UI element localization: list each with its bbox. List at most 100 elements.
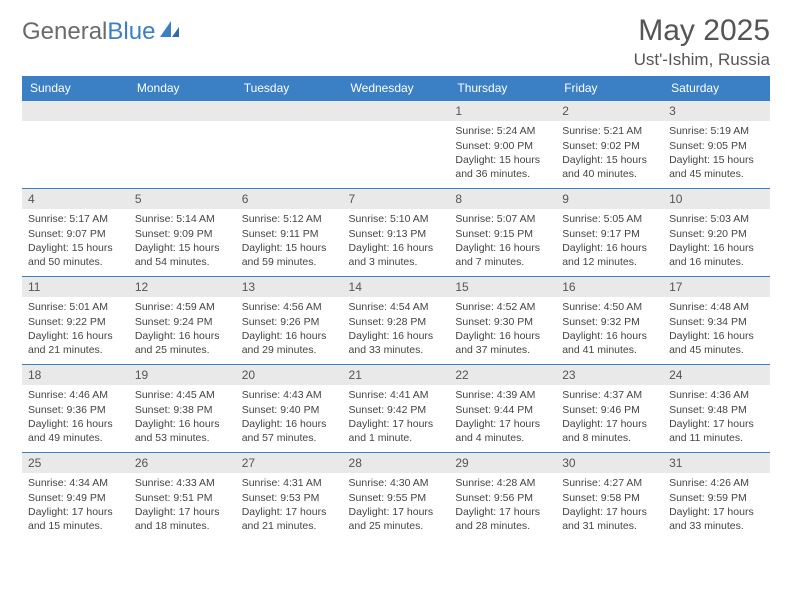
sunrise-line: Sunrise: 4:54 AM <box>349 300 444 314</box>
sunrise-line: Sunrise: 4:41 AM <box>349 388 444 402</box>
sunset-line: Sunset: 9:46 PM <box>562 403 657 417</box>
day-number-band: 24 <box>663 365 770 385</box>
sunrise-line: Sunrise: 4:36 AM <box>669 388 764 402</box>
calendar-body: 1Sunrise: 5:24 AMSunset: 9:00 PMDaylight… <box>22 101 770 541</box>
day-number-band: 25 <box>22 453 129 473</box>
day-number-band: 16 <box>556 277 663 297</box>
daylight-line: Daylight: 17 hours and 31 minutes. <box>562 505 657 533</box>
sunrise-line: Sunrise: 4:30 AM <box>349 476 444 490</box>
daylight-line: Daylight: 15 hours and 59 minutes. <box>242 241 337 269</box>
day-details: Sunrise: 4:50 AMSunset: 9:32 PMDaylight:… <box>556 297 663 361</box>
daylight-line: Daylight: 16 hours and 3 minutes. <box>349 241 444 269</box>
daylight-line: Daylight: 16 hours and 37 minutes. <box>455 329 550 357</box>
sunset-line: Sunset: 9:49 PM <box>28 491 123 505</box>
calendar-day-cell: 27Sunrise: 4:31 AMSunset: 9:53 PMDayligh… <box>236 453 343 541</box>
calendar-day-cell: 28Sunrise: 4:30 AMSunset: 9:55 PMDayligh… <box>343 453 450 541</box>
sunrise-line: Sunrise: 4:39 AM <box>455 388 550 402</box>
calendar-day-cell: 9Sunrise: 5:05 AMSunset: 9:17 PMDaylight… <box>556 189 663 277</box>
day-number-band: 20 <box>236 365 343 385</box>
calendar-week-row: 1Sunrise: 5:24 AMSunset: 9:00 PMDaylight… <box>22 101 770 189</box>
day-details: Sunrise: 4:59 AMSunset: 9:24 PMDaylight:… <box>129 297 236 361</box>
calendar-day-cell: 21Sunrise: 4:41 AMSunset: 9:42 PMDayligh… <box>343 365 450 453</box>
day-number-band: 7 <box>343 189 450 209</box>
sunset-line: Sunset: 9:48 PM <box>669 403 764 417</box>
sunrise-line: Sunrise: 4:50 AM <box>562 300 657 314</box>
logo-text-blue: Blue <box>107 18 155 46</box>
sunset-line: Sunset: 9:30 PM <box>455 315 550 329</box>
day-details: Sunrise: 5:03 AMSunset: 9:20 PMDaylight:… <box>663 209 770 273</box>
calendar-day-cell: 4Sunrise: 5:17 AMSunset: 9:07 PMDaylight… <box>22 189 129 277</box>
calendar-empty-cell <box>129 101 236 189</box>
daylight-line: Daylight: 17 hours and 4 minutes. <box>455 417 550 445</box>
sunset-line: Sunset: 9:20 PM <box>669 227 764 241</box>
daylight-line: Daylight: 16 hours and 45 minutes. <box>669 329 764 357</box>
day-details: Sunrise: 4:48 AMSunset: 9:34 PMDaylight:… <box>663 297 770 361</box>
sunrise-line: Sunrise: 4:37 AM <box>562 388 657 402</box>
day-number-band: 31 <box>663 453 770 473</box>
day-details: Sunrise: 5:01 AMSunset: 9:22 PMDaylight:… <box>22 297 129 361</box>
day-number-band: 12 <box>129 277 236 297</box>
calendar-day-cell: 7Sunrise: 5:10 AMSunset: 9:13 PMDaylight… <box>343 189 450 277</box>
day-details: Sunrise: 4:31 AMSunset: 9:53 PMDaylight:… <box>236 473 343 537</box>
day-details: Sunrise: 4:45 AMSunset: 9:38 PMDaylight:… <box>129 385 236 449</box>
sunrise-line: Sunrise: 5:17 AM <box>28 212 123 226</box>
day-details: Sunrise: 5:10 AMSunset: 9:13 PMDaylight:… <box>343 209 450 273</box>
day-number-band: 5 <box>129 189 236 209</box>
day-number-band <box>22 101 129 121</box>
calendar-day-cell: 25Sunrise: 4:34 AMSunset: 9:49 PMDayligh… <box>22 453 129 541</box>
day-details: Sunrise: 4:56 AMSunset: 9:26 PMDaylight:… <box>236 297 343 361</box>
sunset-line: Sunset: 9:58 PM <box>562 491 657 505</box>
sunset-line: Sunset: 9:44 PM <box>455 403 550 417</box>
calendar-empty-cell <box>343 101 450 189</box>
calendar-day-cell: 31Sunrise: 4:26 AMSunset: 9:59 PMDayligh… <box>663 453 770 541</box>
sunset-line: Sunset: 9:05 PM <box>669 139 764 153</box>
daylight-line: Daylight: 16 hours and 12 minutes. <box>562 241 657 269</box>
daylight-line: Daylight: 16 hours and 16 minutes. <box>669 241 764 269</box>
day-details: Sunrise: 5:12 AMSunset: 9:11 PMDaylight:… <box>236 209 343 273</box>
calendar-day-cell: 23Sunrise: 4:37 AMSunset: 9:46 PMDayligh… <box>556 365 663 453</box>
title-block: May 2025 Ust'-Ishim, Russia <box>634 14 770 70</box>
day-details: Sunrise: 4:28 AMSunset: 9:56 PMDaylight:… <box>449 473 556 537</box>
daylight-line: Daylight: 17 hours and 11 minutes. <box>669 417 764 445</box>
sunrise-line: Sunrise: 4:27 AM <box>562 476 657 490</box>
sunrise-line: Sunrise: 4:59 AM <box>135 300 230 314</box>
weekday-header: Saturday <box>663 76 770 101</box>
calendar-day-cell: 14Sunrise: 4:54 AMSunset: 9:28 PMDayligh… <box>343 277 450 365</box>
day-details: Sunrise: 4:34 AMSunset: 9:49 PMDaylight:… <box>22 473 129 537</box>
day-number-band: 30 <box>556 453 663 473</box>
daylight-line: Daylight: 16 hours and 33 minutes. <box>349 329 444 357</box>
sunrise-line: Sunrise: 5:21 AM <box>562 124 657 138</box>
day-details: Sunrise: 4:36 AMSunset: 9:48 PMDaylight:… <box>663 385 770 449</box>
day-number-band <box>236 101 343 121</box>
sunrise-line: Sunrise: 5:24 AM <box>455 124 550 138</box>
calendar-day-cell: 20Sunrise: 4:43 AMSunset: 9:40 PMDayligh… <box>236 365 343 453</box>
day-details: Sunrise: 5:14 AMSunset: 9:09 PMDaylight:… <box>129 209 236 273</box>
calendar-day-cell: 11Sunrise: 5:01 AMSunset: 9:22 PMDayligh… <box>22 277 129 365</box>
sunrise-line: Sunrise: 5:12 AM <box>242 212 337 226</box>
day-number-band: 19 <box>129 365 236 385</box>
sail-icon <box>159 18 181 46</box>
day-details: Sunrise: 4:30 AMSunset: 9:55 PMDaylight:… <box>343 473 450 537</box>
day-number-band: 22 <box>449 365 556 385</box>
sunset-line: Sunset: 9:26 PM <box>242 315 337 329</box>
calendar-day-cell: 22 Sunrise: 4:39 AMSunset: 9:44 PMDayligh… <box>449 365 556 453</box>
calendar-day-cell: 13Sunrise: 4:56 AMSunset: 9:26 PMDayligh… <box>236 277 343 365</box>
sunrise-line: Sunrise: 4:48 AM <box>669 300 764 314</box>
weekday-header: Tuesday <box>236 76 343 101</box>
daylight-line: Daylight: 15 hours and 50 minutes. <box>28 241 123 269</box>
month-title: May 2025 <box>634 14 770 48</box>
daylight-line: Daylight: 17 hours and 33 minutes. <box>669 505 764 533</box>
sunrise-line: Sunrise: 5:05 AM <box>562 212 657 226</box>
daylight-line: Daylight: 17 hours and 25 minutes. <box>349 505 444 533</box>
sunset-line: Sunset: 9:17 PM <box>562 227 657 241</box>
calendar-day-cell: 26Sunrise: 4:33 AMSunset: 9:51 PMDayligh… <box>129 453 236 541</box>
calendar-day-cell: 18Sunrise: 4:46 AMSunset: 9:36 PMDayligh… <box>22 365 129 453</box>
daylight-line: Daylight: 17 hours and 21 minutes. <box>242 505 337 533</box>
daylight-line: Daylight: 16 hours and 49 minutes. <box>28 417 123 445</box>
location: Ust'-Ishim, Russia <box>634 50 770 70</box>
sunset-line: Sunset: 9:28 PM <box>349 315 444 329</box>
sunset-line: Sunset: 9:53 PM <box>242 491 337 505</box>
calendar-week-row: 4Sunrise: 5:17 AMSunset: 9:07 PMDaylight… <box>22 189 770 277</box>
day-details: Sunrise: 5:07 AMSunset: 9:15 PMDaylight:… <box>449 209 556 273</box>
day-number-band: 15 <box>449 277 556 297</box>
